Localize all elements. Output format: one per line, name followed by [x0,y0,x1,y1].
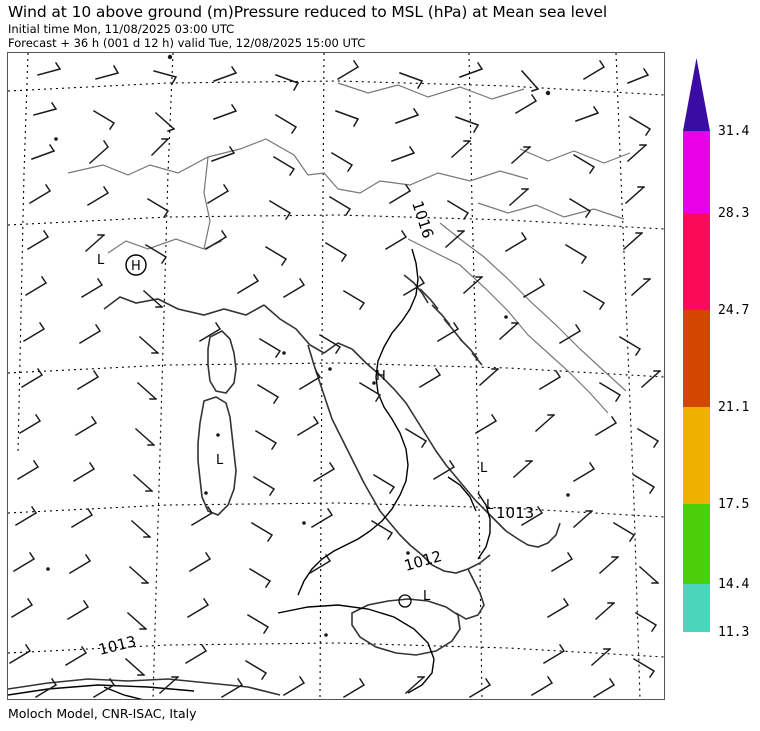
low-center-marker-4: L [486,498,494,513]
colorbar-band-teal [683,584,710,632]
colorbar-arrow-tip [683,58,710,131]
colorbar-tick-24-7: 24.7 [718,303,750,318]
isobar-label-1012: 1012 [402,547,444,575]
model-credit: Moloch Model, CNR-ISAC, Italy [8,706,197,721]
colorbar-band-green [683,504,710,584]
high-center-marker: H [131,259,141,274]
map-canvas[interactable]: L H H L L L L 1016 1013 1012 1013 [7,52,665,700]
high-center-marker-2: H [376,369,386,384]
initial-time-label: Initial time Mon, 11/08/2025 03:00 UTC [8,22,235,36]
isobar-value-labels: 1016 1013 1012 1013 [97,199,535,659]
colorbar-band-magenta [683,131,710,213]
colorbar-tick-14-4: 14.4 [718,577,750,592]
colorbar-tick-11-3: 11.3 [718,625,750,640]
coastline-layer [67,82,631,414]
colorbar-band-orange [683,310,710,407]
isobar-label-1013a: 1013 [496,504,534,522]
isobar-layer [8,248,491,699]
page-title: Wind at 10 above ground (m)Pressure redu… [8,3,608,21]
low-center-marker: L [97,253,105,268]
isobar-label-1013b: 1013 [97,632,138,659]
low-center-marker-2: L [216,453,224,468]
isobar-label-1016: 1016 [408,199,437,241]
colorbar-tick-21-1: 21.1 [718,400,750,415]
colorbar [683,58,710,632]
colorbar-band-amber [683,407,710,504]
forecast-valid-label: Forecast + 36 h (001 d 12 h) valid Tue, … [8,36,366,50]
graticule [8,53,664,699]
high-center-circle [125,254,147,276]
map-graphics: L H H L L L L 1016 1013 1012 1013 [8,53,664,699]
colorbar-band-pink [683,213,710,310]
colorbar-tick-31-4: 31.4 [718,124,750,139]
small-low-circle [398,594,412,608]
colorbar-tick-labels: 31.4 28.3 24.7 21.1 17.5 14.4 11.3 [718,58,760,658]
colorbar-tick-17-5: 17.5 [718,497,750,512]
low-center-marker-5: L [423,589,431,604]
pressure-center-labels: L H H L L L L [97,253,494,608]
colorbar-tick-28-3: 28.3 [718,206,750,221]
low-center-marker-3: L [480,461,488,476]
header: Wind at 10 above ground (m)Pressure redu… [0,0,760,50]
calm-wind-dots [46,54,570,637]
colorbar-swatches [683,58,710,632]
wind-barb-layer [8,54,662,699]
italy-outline [8,274,561,696]
